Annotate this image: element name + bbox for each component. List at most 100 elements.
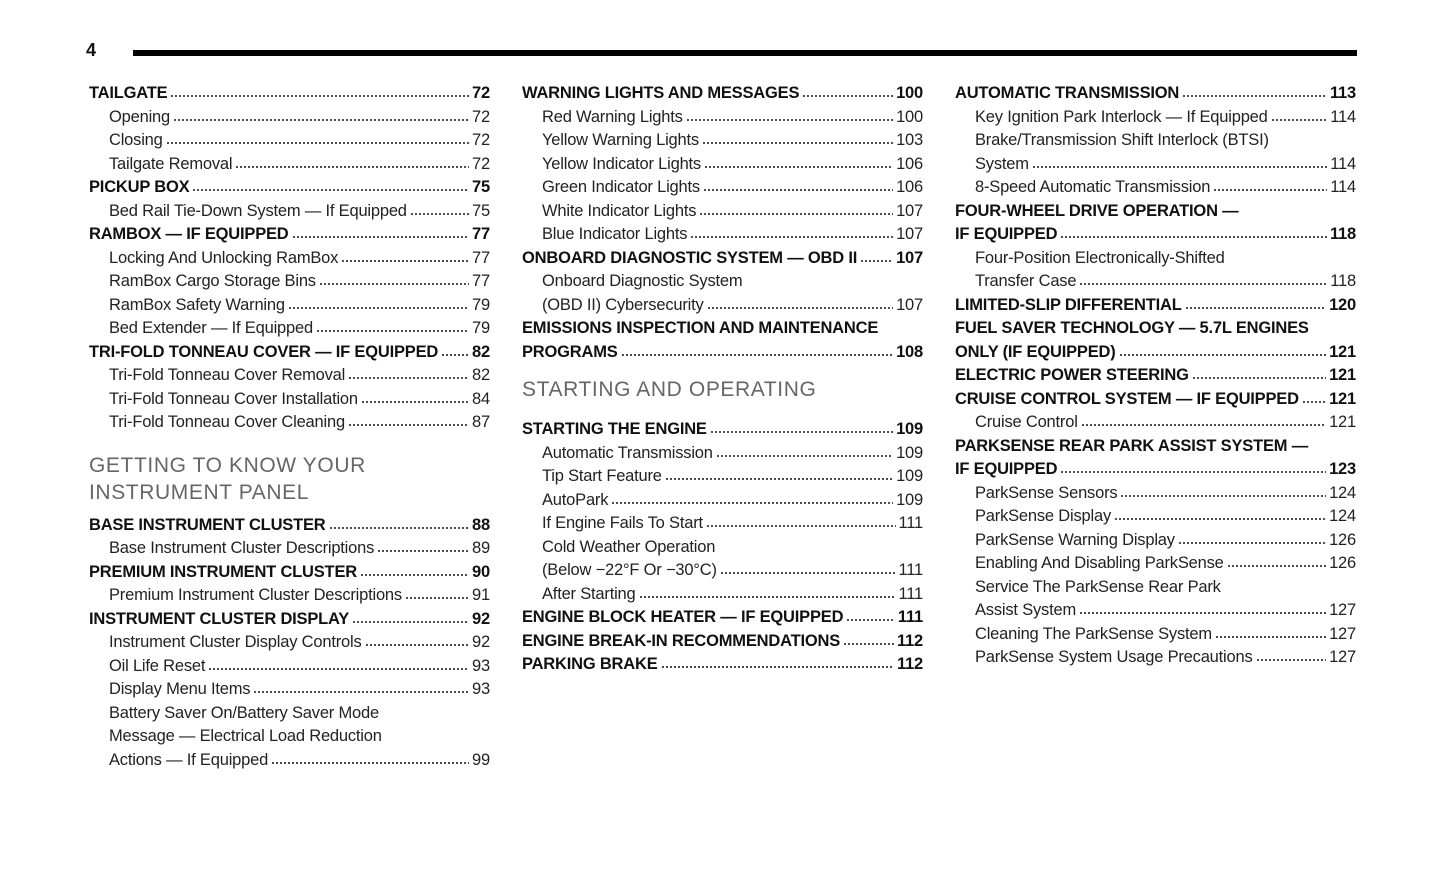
toc-entry-sub[interactable]: Red Warning Lights 100 [522,106,923,130]
toc-entry-title: Onboard Diagnostic System [542,272,743,290]
toc-entry-main[interactable]: LIMITED-SLIP DIFFERENTIAL 120 [955,294,1356,318]
toc-entry-sub[interactable]: ParkSense Warning Display 126 [955,529,1356,553]
toc-page-number: 79 [472,319,490,337]
toc-entry-main[interactable]: ELECTRIC POWER STEERING 121 [955,364,1356,388]
toc-entry-sub[interactable]: Actions — If Equipped 99 [89,749,490,773]
leader-dots [1060,470,1327,474]
toc-page-number: 72 [472,154,490,173]
toc-page-number: 123 [1329,460,1356,478]
toc-entry-main[interactable]: WARNING LIGHTS AND MESSAGES 100 [522,82,923,106]
toc-entry-title: PREMIUM INSTRUMENT CLUSTER [89,562,357,581]
toc-entry-title: Blue Indicator Lights [542,225,688,243]
toc-entry-title: IF EQUIPPED [955,460,1058,478]
toc-entry-main[interactable]: ONBOARD DIAGNOSTIC SYSTEM — OBD II 107 [522,247,923,271]
leader-dots [706,305,894,310]
toc-entry-sub[interactable]: Tri-Fold Tonneau Cover Removal 82 [89,364,490,388]
toc-entry-sub[interactable]: Tri-Fold Tonneau Cover Cleaning 87 [89,411,490,435]
toc-entry-sub[interactable]: Cruise Control 121 [955,411,1356,435]
toc-entry-sub[interactable]: RamBox Safety Warning 79 [89,294,490,318]
page-number: 4 [86,40,97,60]
toc-entry-main[interactable]: ONLY (IF EQUIPPED) 121 [955,341,1356,365]
leader-dots [315,329,470,333]
toc-entry-sub[interactable]: Tip Start Feature 109 [522,465,923,489]
toc-entry-sub[interactable]: RamBox Cargo Storage Bins 77 [89,270,490,294]
leader-dots [611,500,894,505]
toc-entry-main[interactable]: PROGRAMS 108 [522,341,923,365]
toc-page-number: 91 [472,586,490,604]
toc-entry-title: ENGINE BREAK-IN RECOMMENDATIONS [522,631,840,650]
toc-entry-sub[interactable]: Oil Life Reset 93 [89,655,490,679]
toc-entry-title: System [975,154,1029,173]
toc-entry-sub[interactable]: Display Menu Items 93 [89,678,490,702]
toc-entry-main: FUEL SAVER TECHNOLOGY — 5.7L ENGINES [955,317,1356,341]
toc-entry-sub[interactable]: ParkSense Display 124 [955,505,1356,529]
toc-entry-sub[interactable]: If Engine Fails To Start 111 [522,512,923,536]
toc-page-number: 99 [472,750,490,769]
toc-page-number: 77 [472,272,490,290]
toc-entry-sub[interactable]: (OBD II) Cybersecurity 107 [522,294,923,318]
leader-dots [1184,305,1327,310]
toc-entry-sub[interactable]: Bed Rail Tie-Down System — If Equipped 75 [89,200,490,224]
toc-entry-main[interactable]: IF EQUIPPED 118 [955,223,1356,247]
toc-entry-main[interactable]: PREMIUM INSTRUMENT CLUSTER 90 [89,561,490,585]
toc-entry-main[interactable]: TAILGATE 72 [89,82,490,106]
toc-entry-sub[interactable]: Enabling And Disabling ParkSense 126 [955,552,1356,576]
toc-entry-title: IF EQUIPPED [955,225,1058,243]
toc-page-number: 106 [896,154,923,173]
toc-entry-sub[interactable]: Closing 72 [89,129,490,153]
leader-dots [1213,188,1328,192]
toc-entry-sub[interactable]: ParkSense Sensors 124 [955,482,1356,506]
toc-entry-sub[interactable]: Assist System 127 [955,599,1356,623]
toc-entry-title: (Below −22°F Or −30°C) [542,561,717,579]
toc-entry-sub[interactable]: Green Indicator Lights 106 [522,176,923,200]
leader-dots [715,453,894,458]
toc-entry-sub[interactable]: Tri-Fold Tonneau Cover Installation 84 [89,388,490,412]
toc-entry-sub[interactable]: Locking And Unlocking RamBox 77 [89,247,490,271]
leader-dots [846,618,895,622]
toc-entry-sub[interactable]: White Indicator Lights 107 [522,200,923,224]
toc-entry-sub[interactable]: Transfer Case 118 [955,270,1356,294]
toc-entry-main[interactable]: ENGINE BLOCK HEATER — IF EQUIPPED 111 [522,606,923,630]
toc-entry-main[interactable]: PICKUP BOX 75 [89,176,490,200]
toc-entry-sub[interactable]: (Below −22°F Or −30°C) 111 [522,559,923,583]
toc-entry-title: Cruise Control [975,413,1078,431]
toc-page-number: 77 [472,225,490,243]
toc-entry-sub[interactable]: Yellow Indicator Lights 106 [522,153,923,177]
toc-entry-sub[interactable]: AutoPark 109 [522,489,923,513]
leader-dots [441,352,470,357]
toc-entry-main[interactable]: INSTRUMENT CLUSTER DISPLAY 92 [89,608,490,632]
toc-entry-main[interactable]: AUTOMATIC TRANSMISSION 113 [955,82,1356,106]
toc-entry-title: Assist System [975,601,1077,619]
toc-entry-main[interactable]: BASE INSTRUMENT CLUSTER 88 [89,514,490,538]
toc-entry-sub[interactable]: Instrument Cluster Display Controls 92 [89,631,490,655]
toc-entry-title: AUTOMATIC TRANSMISSION [955,84,1180,102]
toc-entry-sub[interactable]: Blue Indicator Lights 107 [522,223,923,247]
toc-entry-sub[interactable]: Key Ignition Park Interlock — If Equippe… [955,106,1356,130]
toc-entry-title: ParkSense Warning Display [975,530,1175,549]
toc-entry-main[interactable]: RAMBOX — IF EQUIPPED 77 [89,223,490,247]
leader-dots [364,643,470,647]
toc-entry-sub[interactable]: Bed Extender — If Equipped 79 [89,317,490,341]
toc-entry-main[interactable]: CRUISE CONTROL SYSTEM — IF EQUIPPED 121 [955,388,1356,412]
toc-entry-sub[interactable]: Premium Instrument Cluster Descriptions 9… [89,584,490,608]
toc-page-number: 121 [1329,366,1356,384]
toc-entry-title: ELECTRIC POWER STEERING [955,366,1189,384]
toc-entry-sub[interactable]: Cleaning The ParkSense System 127 [955,623,1356,647]
toc-entry-sub[interactable]: Yellow Warning Lights 103 [522,129,923,153]
leader-dots [719,571,896,575]
toc-entry-title: ParkSense Display [975,507,1111,525]
toc-entry-sub[interactable]: System 114 [955,153,1356,177]
toc-entry-sub[interactable]: Base Instrument Cluster Descriptions 89 [89,537,490,561]
toc-entry-sub[interactable]: 8-Speed Automatic Transmission 114 [955,176,1356,200]
toc-page-number: 127 [1329,624,1356,643]
toc-entry-sub[interactable]: After Starting 111 [522,583,923,607]
toc-entry-sub[interactable]: Opening 72 [89,106,490,130]
toc-entry-main[interactable]: ENGINE BREAK-IN RECOMMENDATIONS 112 [522,630,923,654]
toc-entry-sub[interactable]: ParkSense System Usage Precautions 127 [955,646,1356,670]
toc-entry-main[interactable]: TRI-FOLD TONNEAU COVER — IF EQUIPPED 82 [89,341,490,365]
toc-entry-sub[interactable]: Tailgate Removal 72 [89,153,490,177]
toc-entry-main[interactable]: IF EQUIPPED 123 [955,458,1356,482]
toc-entry-main[interactable]: STARTING THE ENGINE 109 [522,418,923,442]
toc-entry-main[interactable]: PARKING BRAKE 112 [522,653,923,677]
toc-entry-sub[interactable]: Automatic Transmission 109 [522,442,923,466]
